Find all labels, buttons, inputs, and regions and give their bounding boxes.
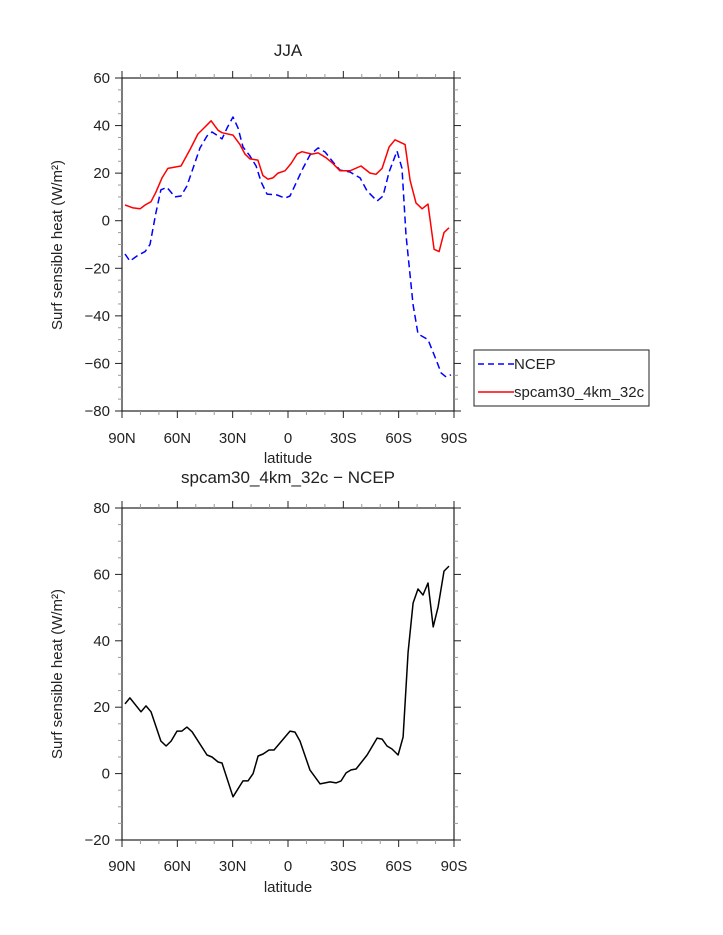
chart-title: spcam30_4km_32c − NCEP bbox=[181, 468, 395, 487]
x-tick-label: 90S bbox=[441, 430, 468, 447]
y-tick-label: −60 bbox=[85, 355, 110, 372]
y-tick-label: 80 bbox=[93, 500, 110, 517]
x-tick-label: 30N bbox=[219, 858, 247, 875]
y-axis-label: Surf sensible heat (W/m²) bbox=[49, 160, 66, 330]
y-tick-label: 60 bbox=[93, 566, 110, 583]
y-axis-label: Surf sensible heat (W/m²) bbox=[49, 589, 66, 759]
series-line-spcam30-4km-32c bbox=[124, 120, 450, 253]
plot-frame bbox=[121, 507, 455, 841]
y-tick-label: 0 bbox=[102, 766, 110, 783]
y-tick-label: −80 bbox=[85, 403, 110, 420]
legend-label-ncep: NCEP bbox=[514, 356, 556, 373]
x-tick-label: 60S bbox=[385, 430, 412, 447]
x-tick-label: 90N bbox=[108, 858, 136, 875]
y-tick-label: 60 bbox=[93, 70, 110, 87]
x-axis-label: latitude bbox=[264, 879, 312, 896]
x-axis-label: latitude bbox=[264, 450, 312, 467]
y-tick-label: −20 bbox=[85, 260, 110, 277]
bottom-panel-difference: spcam30_4km_32c − NCEP latitude Surf sen… bbox=[49, 468, 467, 896]
y-tick-label: 40 bbox=[93, 118, 110, 135]
x-tick-label: 90S bbox=[441, 858, 468, 875]
x-tick-label: 0 bbox=[284, 858, 292, 875]
series-line-difference bbox=[124, 565, 450, 798]
y-tick-label: 0 bbox=[102, 213, 110, 230]
x-tick-label: 30S bbox=[330, 430, 357, 447]
legend-box bbox=[473, 349, 650, 407]
plot-frame bbox=[121, 77, 455, 412]
y-tick-label: −20 bbox=[85, 832, 110, 849]
x-tick-label: 0 bbox=[284, 430, 292, 447]
series-line-ncep bbox=[124, 116, 452, 378]
x-tick-label: 60N bbox=[164, 430, 192, 447]
legend: NCEP spcam30_4km_32c bbox=[473, 349, 650, 407]
chart-title: JJA bbox=[274, 41, 303, 60]
x-tick-label: 90N bbox=[108, 430, 136, 447]
y-tick-label: 40 bbox=[93, 633, 110, 650]
y-tick-label: 20 bbox=[93, 699, 110, 716]
y-tick-label: −40 bbox=[85, 308, 110, 325]
x-tick-label: 30N bbox=[219, 430, 247, 447]
x-tick-label: 60S bbox=[385, 858, 412, 875]
x-tick-label: 30S bbox=[330, 858, 357, 875]
legend-label-spcam: spcam30_4km_32c bbox=[514, 384, 645, 401]
top-panel-jja: JJA latitude Surf sensible heat (W/m²) 6… bbox=[49, 41, 467, 467]
y-tick-label: 20 bbox=[93, 165, 110, 182]
x-tick-label: 60N bbox=[164, 858, 192, 875]
